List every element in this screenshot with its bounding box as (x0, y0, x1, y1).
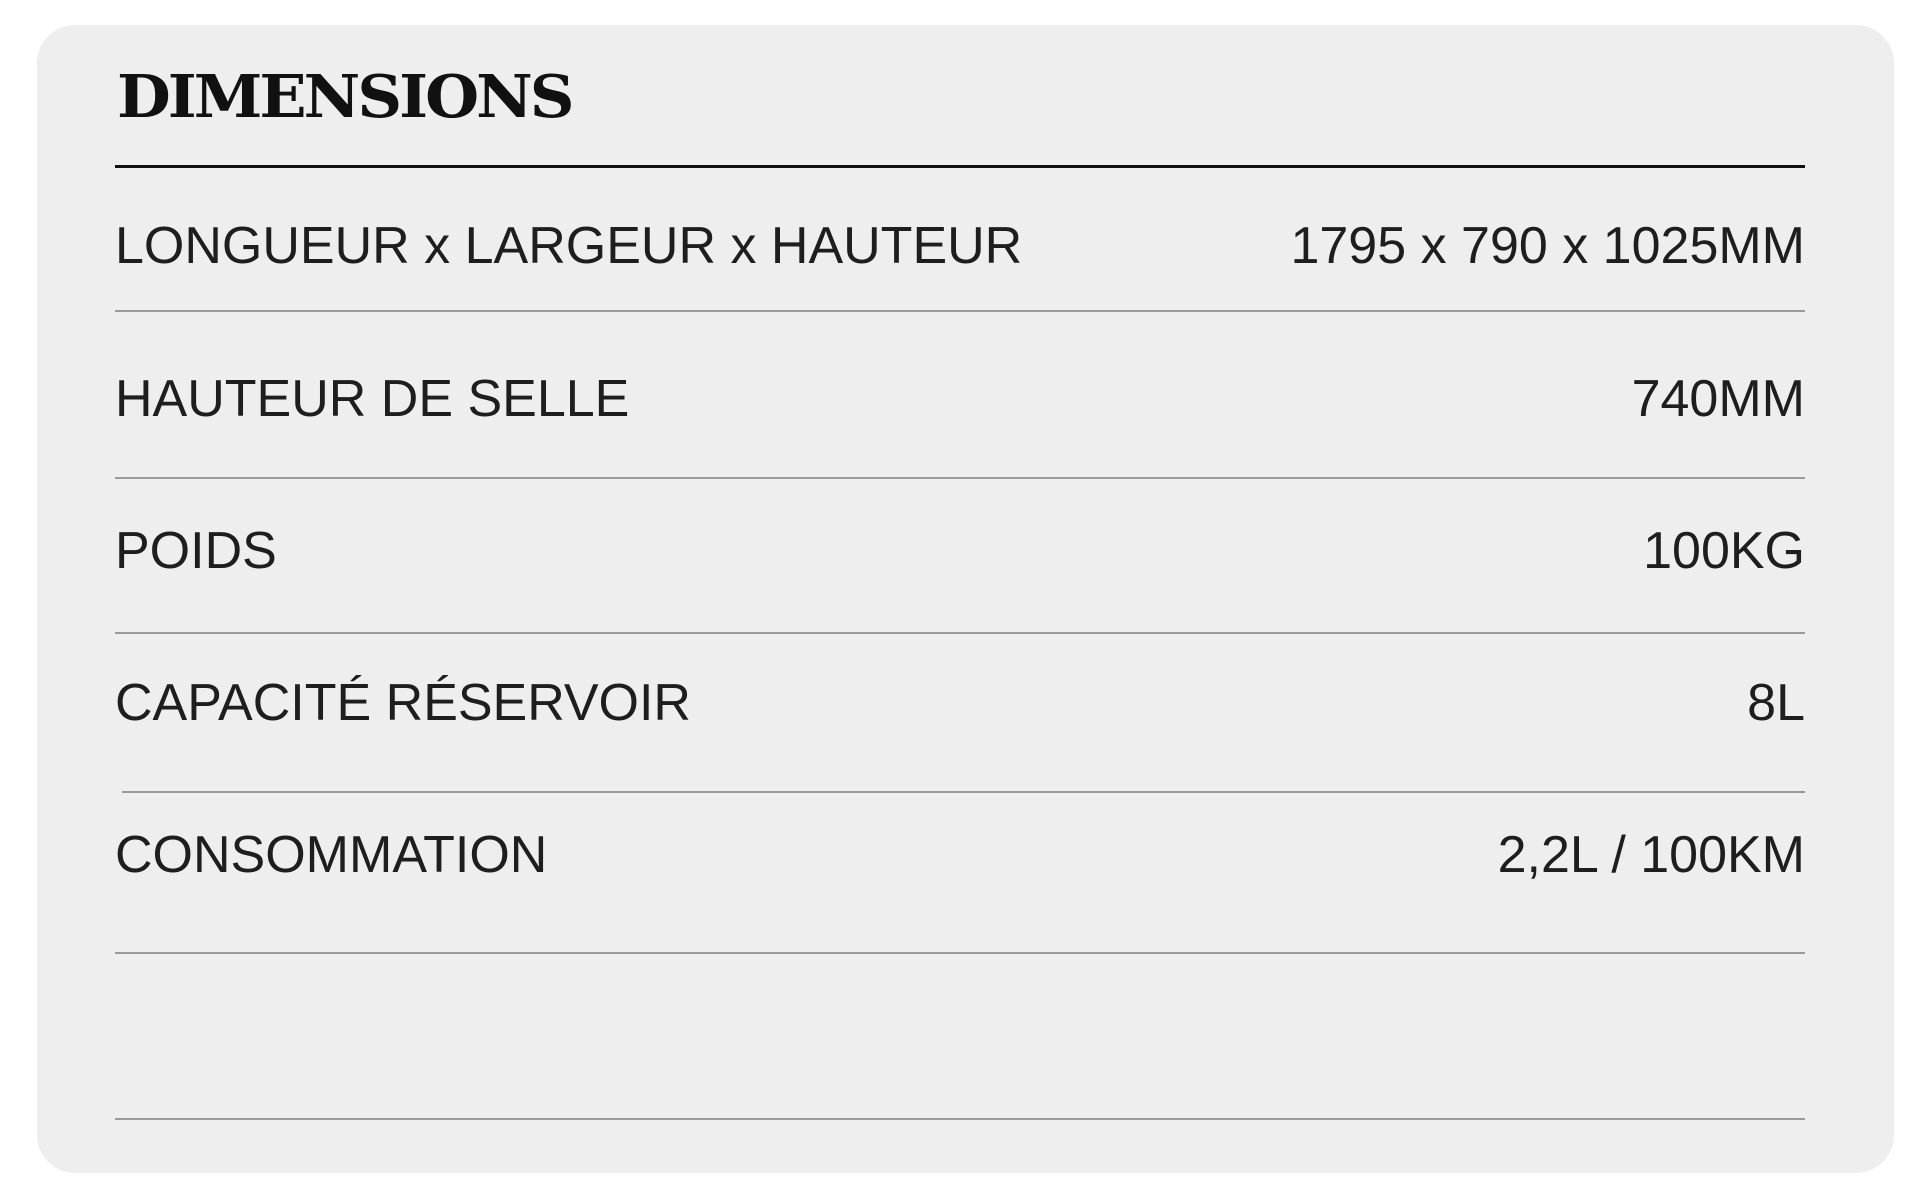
spec-label: LONGUEUR x LARGEUR x HAUTEUR (115, 217, 1023, 275)
spec-label: CAPACITÉ RÉSERVOIR (115, 674, 691, 732)
row-divider (115, 310, 1805, 312)
dimensions-card (37, 25, 1894, 1173)
row-divider (115, 632, 1805, 634)
spec-row: POIDS 100KG (115, 521, 1805, 581)
spec-label: CONSOMMATION (115, 826, 548, 884)
spec-row: HAUTEUR DE SELLE 740MM (115, 369, 1805, 429)
spec-label: HAUTEUR DE SELLE (115, 370, 630, 428)
row-divider (115, 477, 1805, 479)
spec-value: 8L (1747, 674, 1805, 732)
section-title: DIMENSIONS (117, 62, 575, 132)
spec-row: CAPACITÉ RÉSERVOIR 8L (115, 673, 1805, 733)
spec-label: POIDS (115, 522, 277, 580)
spec-value: 100KG (1643, 522, 1805, 580)
spec-row: CONSOMMATION 2,2L / 100KM (115, 825, 1805, 885)
spec-value: 2,2L / 100KM (1497, 826, 1805, 884)
row-divider (115, 1118, 1805, 1120)
spec-row: LONGUEUR x LARGEUR x HAUTEUR 1795 x 790 … (115, 216, 1805, 276)
row-divider (122, 791, 1805, 793)
row-divider (115, 952, 1805, 954)
spec-value: 1795 x 790 x 1025MM (1290, 217, 1805, 275)
spec-value: 740MM (1631, 370, 1805, 428)
title-divider (115, 165, 1805, 168)
